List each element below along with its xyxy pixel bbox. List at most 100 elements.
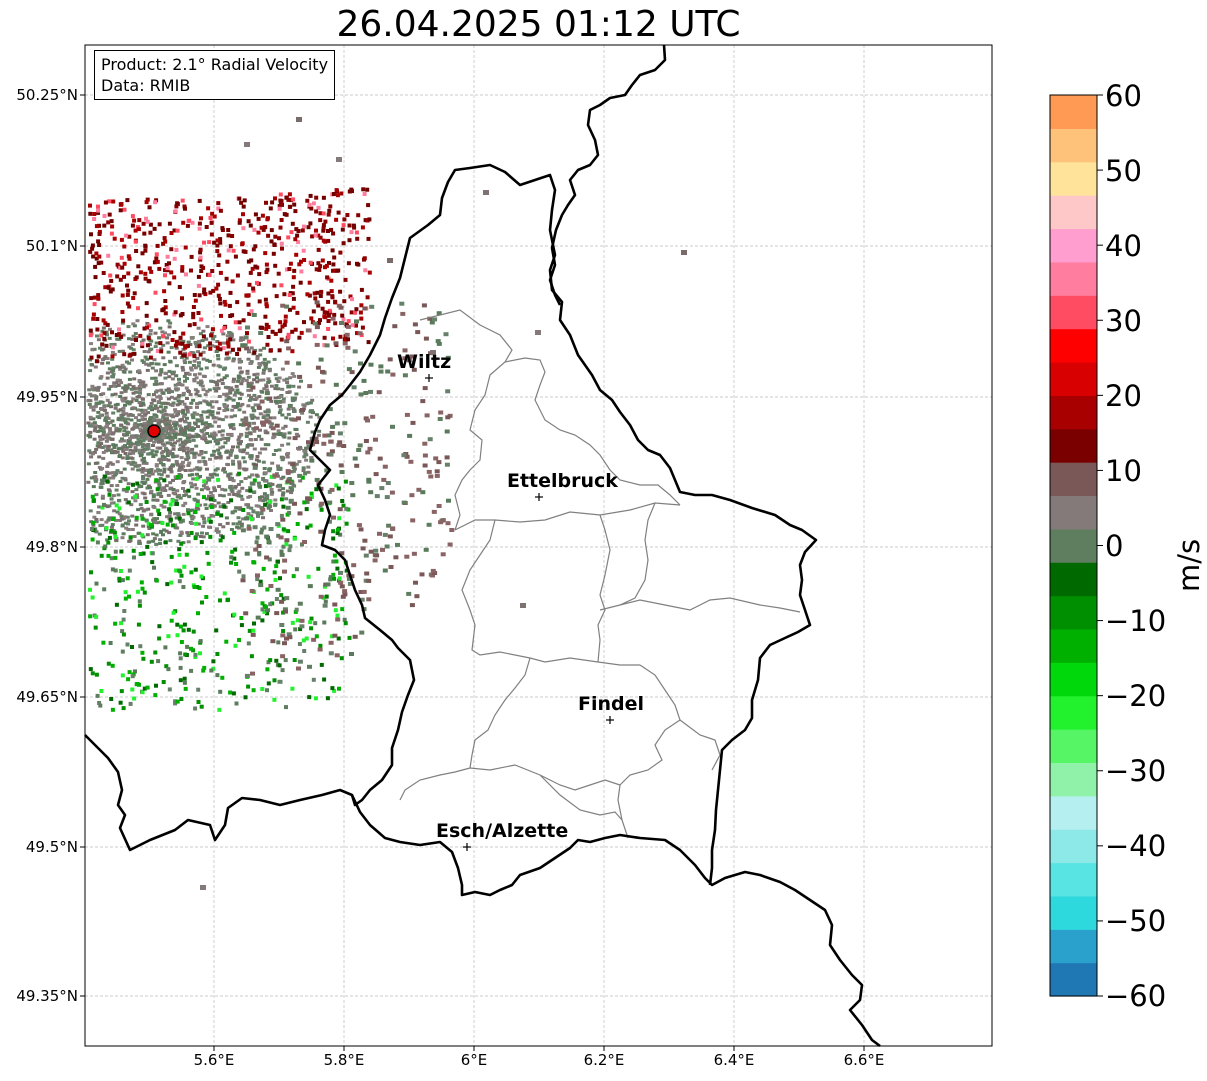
radar-echo-pixel (300, 228, 305, 233)
radar-echo-pixel (93, 479, 98, 483)
radar-echo-pixel (435, 339, 441, 344)
radar-echo-pixel (268, 527, 274, 531)
radar-echo-pixel (152, 260, 157, 265)
radar-echo-pixel (224, 374, 229, 378)
radar-echo-pixel (291, 574, 296, 579)
radar-echo-pixel (378, 369, 384, 374)
radar-echo-pixel (246, 684, 251, 689)
radar-echo-pixel (237, 466, 242, 470)
radar-echo-pixel (267, 557, 272, 562)
radar-echo-pixel (214, 438, 219, 442)
radar-echo-pixel (221, 346, 226, 350)
radar-echo-pixel (285, 455, 290, 459)
radar-echo-pixel (335, 193, 340, 198)
radar-echo-pixel (149, 347, 154, 351)
radar-echo-pixel (368, 549, 374, 554)
radar-echo-pixel (168, 441, 173, 445)
radar-echo-pixel (290, 221, 295, 226)
radar-echo-pixel (215, 249, 220, 254)
radar-echo-pixel (195, 505, 200, 509)
radar-echo-pixel (196, 425, 200, 429)
radar-echo-pixel (263, 447, 268, 451)
radar-echo-pixel (192, 378, 197, 381)
radar-echo-pixel (165, 454, 170, 457)
radar-echo-pixel (256, 513, 260, 518)
radar-echo-pixel (159, 349, 164, 354)
radar-echo-pixel (313, 621, 318, 626)
radar-echo-pixel (175, 699, 180, 704)
radar-echo-pixel (226, 233, 231, 238)
radar-echo-pixel (203, 410, 208, 414)
radar-echo-pixel (178, 429, 183, 433)
radar-echo-pixel (243, 477, 248, 480)
radar-echo-pixel (249, 654, 254, 659)
radar-echo-pixel (297, 511, 303, 516)
radar-echo-pixel (331, 231, 336, 236)
radar-echo-pixel (193, 388, 198, 392)
radar-echo-pixel (126, 422, 131, 426)
radar-echo-pixel (302, 224, 306, 229)
radar-echo-pixel (223, 366, 228, 370)
radar-echo-pixel (214, 389, 219, 393)
radar-echo-pixel (152, 226, 157, 231)
radar-echo-pixel (147, 205, 152, 210)
radar-echo-pixel (126, 439, 131, 442)
radar-echo-pixel (140, 359, 145, 363)
radar-echo-pixel (105, 538, 110, 542)
radar-echo-pixel (107, 367, 112, 371)
radar-echo-pixel (272, 242, 277, 247)
radar-echo-pixel (321, 226, 326, 231)
radar-echo-pixel (149, 523, 154, 528)
radar-echo-pixel (445, 521, 451, 526)
radar-echo-pixel (301, 469, 306, 473)
radar-echo-pixel (196, 364, 201, 368)
radar-echo-pixel (106, 462, 111, 466)
radar-echo-pixel (108, 471, 113, 475)
radar-echo-pixel (265, 267, 270, 272)
radar-echo-pixel (175, 228, 180, 233)
radar-echo-pixel (131, 449, 136, 453)
radar-echo-pixel (280, 246, 284, 251)
radar-echo-pixel (357, 331, 363, 336)
radar-echo-pixel (209, 232, 214, 237)
colorbar-segment (1050, 495, 1097, 530)
radar-echo-pixel (120, 437, 124, 441)
radar-echo-pixel (279, 218, 284, 222)
radar-echo-pixel (294, 392, 299, 396)
radar-echo-pixel (161, 356, 166, 360)
radar-echo-pixel (279, 623, 285, 627)
radar-echo-pixel (136, 418, 141, 422)
radar-echo-pixel (280, 443, 285, 447)
radar-echo-pixel (246, 339, 251, 344)
radar-echo-pixel (227, 492, 232, 496)
radar-echo-pixel (226, 396, 231, 399)
radar-echo-pixel (241, 204, 246, 209)
radar-echo-pixel (333, 300, 338, 305)
radar-echo-pixel (141, 361, 146, 364)
radar-echo-pixel (179, 530, 184, 534)
radar-echo-pixel (380, 547, 385, 552)
radar-echo-pixel (114, 426, 119, 430)
radar-echo-pixel (112, 509, 117, 513)
radar-echo-pixel (197, 339, 202, 343)
radar-echo-pixel (106, 361, 110, 365)
radar-echo-pixel (220, 675, 225, 680)
radar-echo-pixel (132, 535, 137, 538)
radar-echo-pixel (280, 517, 286, 522)
radar-echo-pixel (142, 350, 147, 353)
radar-echo-pixel (143, 248, 148, 253)
radar-echo-pixel (117, 455, 122, 458)
radar-echo-pixel (313, 233, 318, 238)
radar-echo-pixel (149, 269, 154, 274)
radar-echo-pixel (255, 511, 260, 515)
radar-echo-pixel (176, 539, 181, 543)
radar-echo-pixel (143, 383, 148, 387)
radar-echo-pixel (120, 397, 125, 401)
radar-echo-pixel (234, 562, 239, 566)
radar-echo-pixel (180, 198, 185, 203)
radar-echo-pixel (346, 261, 351, 266)
radar-echo-pixel (211, 337, 216, 341)
radar-echo-pixel (336, 486, 341, 491)
radar-echo-pixel (120, 673, 125, 678)
radar-echo-pixel (282, 558, 288, 563)
